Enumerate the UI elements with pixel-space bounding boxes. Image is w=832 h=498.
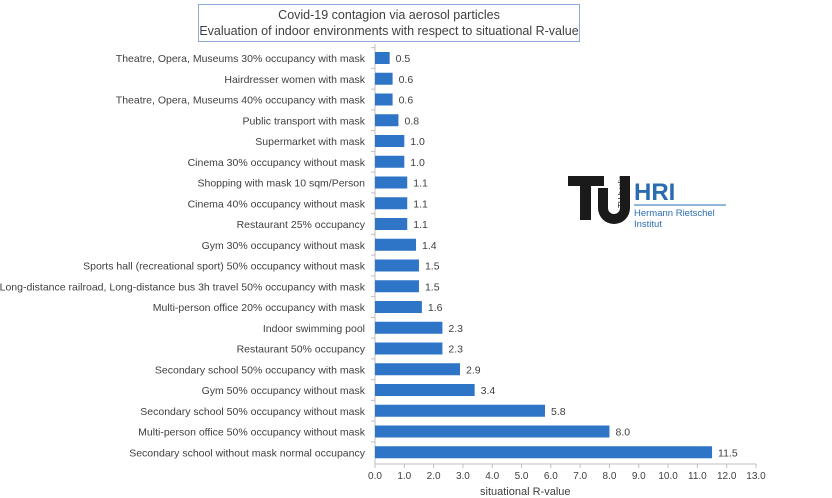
bar — [375, 114, 399, 127]
bar — [375, 176, 408, 189]
category-label: Multi-person office 50% occupancy withou… — [138, 427, 366, 439]
bar — [375, 218, 408, 230]
bar — [375, 155, 405, 168]
category-label: Gym 30% occupancy without mask — [202, 240, 366, 252]
institute-line-1: Hermann Rietschel — [634, 208, 715, 219]
bar — [375, 384, 475, 396]
value-label: 2.3 — [448, 323, 463, 335]
bar — [375, 135, 405, 147]
category-label: Secondary school 50% occupancy with mask — [155, 364, 366, 376]
x-tick-label: 12.0 — [717, 471, 737, 482]
category-label: Hairdresser women with mask — [224, 74, 365, 86]
chart-subtitle: Evaluation of indoor environments with r… — [199, 24, 579, 38]
x-tick-label: 7.0 — [573, 471, 587, 482]
bar — [375, 301, 422, 313]
x-tick-label: 8.0 — [603, 471, 617, 482]
bar — [375, 404, 545, 417]
category-label: Secondary school without mask normal occ… — [129, 447, 366, 459]
value-label: 1.0 — [410, 136, 425, 148]
category-label: Theatre, Opera, Museums 40% occupancy wi… — [116, 95, 366, 107]
category-label: Shopping with mask 10 sqm/Person — [197, 178, 365, 190]
value-label: 1.5 — [425, 261, 440, 273]
value-label: 0.8 — [404, 115, 419, 127]
x-tick-label: 4.0 — [485, 471, 499, 482]
category-label: Multi-person office 20% occupancy with m… — [153, 302, 366, 314]
x-tick-label: 13.0 — [746, 471, 766, 482]
bar — [375, 52, 390, 64]
tu-berlin-hri-logo: TU berlin HRI Hermann Rietschel Institut — [568, 176, 726, 230]
x-tick-label: 9.0 — [632, 471, 646, 482]
category-label: Gym 50% occupancy without mask — [202, 385, 366, 397]
chart-title-box: Covid-19 contagion via aerosol particles… — [198, 4, 580, 42]
bar — [375, 425, 610, 438]
category-label: Public transport with mask — [242, 115, 365, 127]
bar — [375, 197, 408, 210]
value-label: 11.5 — [718, 447, 738, 459]
x-tick-label: 10.0 — [658, 471, 678, 482]
category-label: Long-distance railroad, Long-distance bu… — [0, 281, 366, 293]
x-tick-label: 0.0 — [368, 471, 382, 482]
category-label: Supermarket with mask — [255, 136, 365, 148]
institute-line-2: Institut — [634, 219, 662, 230]
category-label: Cinema 30% occupancy without mask — [188, 157, 366, 169]
x-tick-label: 3.0 — [456, 471, 470, 482]
x-tick-label: 2.0 — [427, 471, 441, 482]
tu-berlin-text: TU berlin — [617, 176, 626, 208]
bar — [375, 321, 443, 334]
value-label: 0.6 — [399, 74, 414, 86]
value-label: 5.8 — [551, 406, 566, 418]
value-label: 3.4 — [481, 385, 496, 397]
category-label: Indoor swimming pool — [263, 323, 365, 335]
x-tick-label: 5.0 — [515, 471, 529, 482]
bar — [375, 93, 393, 106]
value-label: 8.0 — [615, 427, 630, 439]
x-axis-label: situational R-value — [480, 486, 571, 498]
bar — [375, 342, 443, 355]
x-tick-label: 11.0 — [688, 471, 707, 482]
value-label: 1.5 — [425, 281, 440, 293]
value-label: 1.1 — [413, 219, 428, 231]
bar — [375, 363, 460, 376]
x-tick-label: 1.0 — [397, 471, 411, 482]
bar — [375, 238, 417, 251]
value-label: 1.4 — [422, 240, 437, 252]
bar — [375, 72, 393, 85]
bar — [375, 280, 419, 293]
category-label: Restaurant 25% occupancy — [237, 219, 366, 231]
chart-title: Covid-19 contagion via aerosol particles — [278, 8, 500, 22]
category-label: Theatre, Opera, Museums 30% occupancy wi… — [116, 53, 366, 65]
bar — [375, 446, 713, 459]
category-label: Sports hall (recreational sport) 50% occ… — [83, 261, 366, 273]
category-label: Secondary school 50% occupancy without m… — [140, 406, 365, 418]
category-label: Restaurant 50% occupancy — [237, 344, 366, 356]
value-label: 1.1 — [413, 198, 428, 210]
x-tick-label: 6.0 — [544, 471, 558, 482]
value-label: 1.0 — [410, 157, 425, 169]
value-label: 2.3 — [448, 344, 463, 356]
value-label: 1.1 — [413, 178, 428, 190]
category-label: Cinema 40% occupancy without mask — [188, 198, 366, 210]
value-label: 2.9 — [466, 364, 481, 376]
bar — [375, 259, 419, 272]
value-label: 0.6 — [399, 95, 414, 107]
value-label: 0.5 — [396, 53, 411, 65]
hri-text: HRI — [634, 179, 675, 206]
value-label: 1.6 — [428, 302, 443, 314]
